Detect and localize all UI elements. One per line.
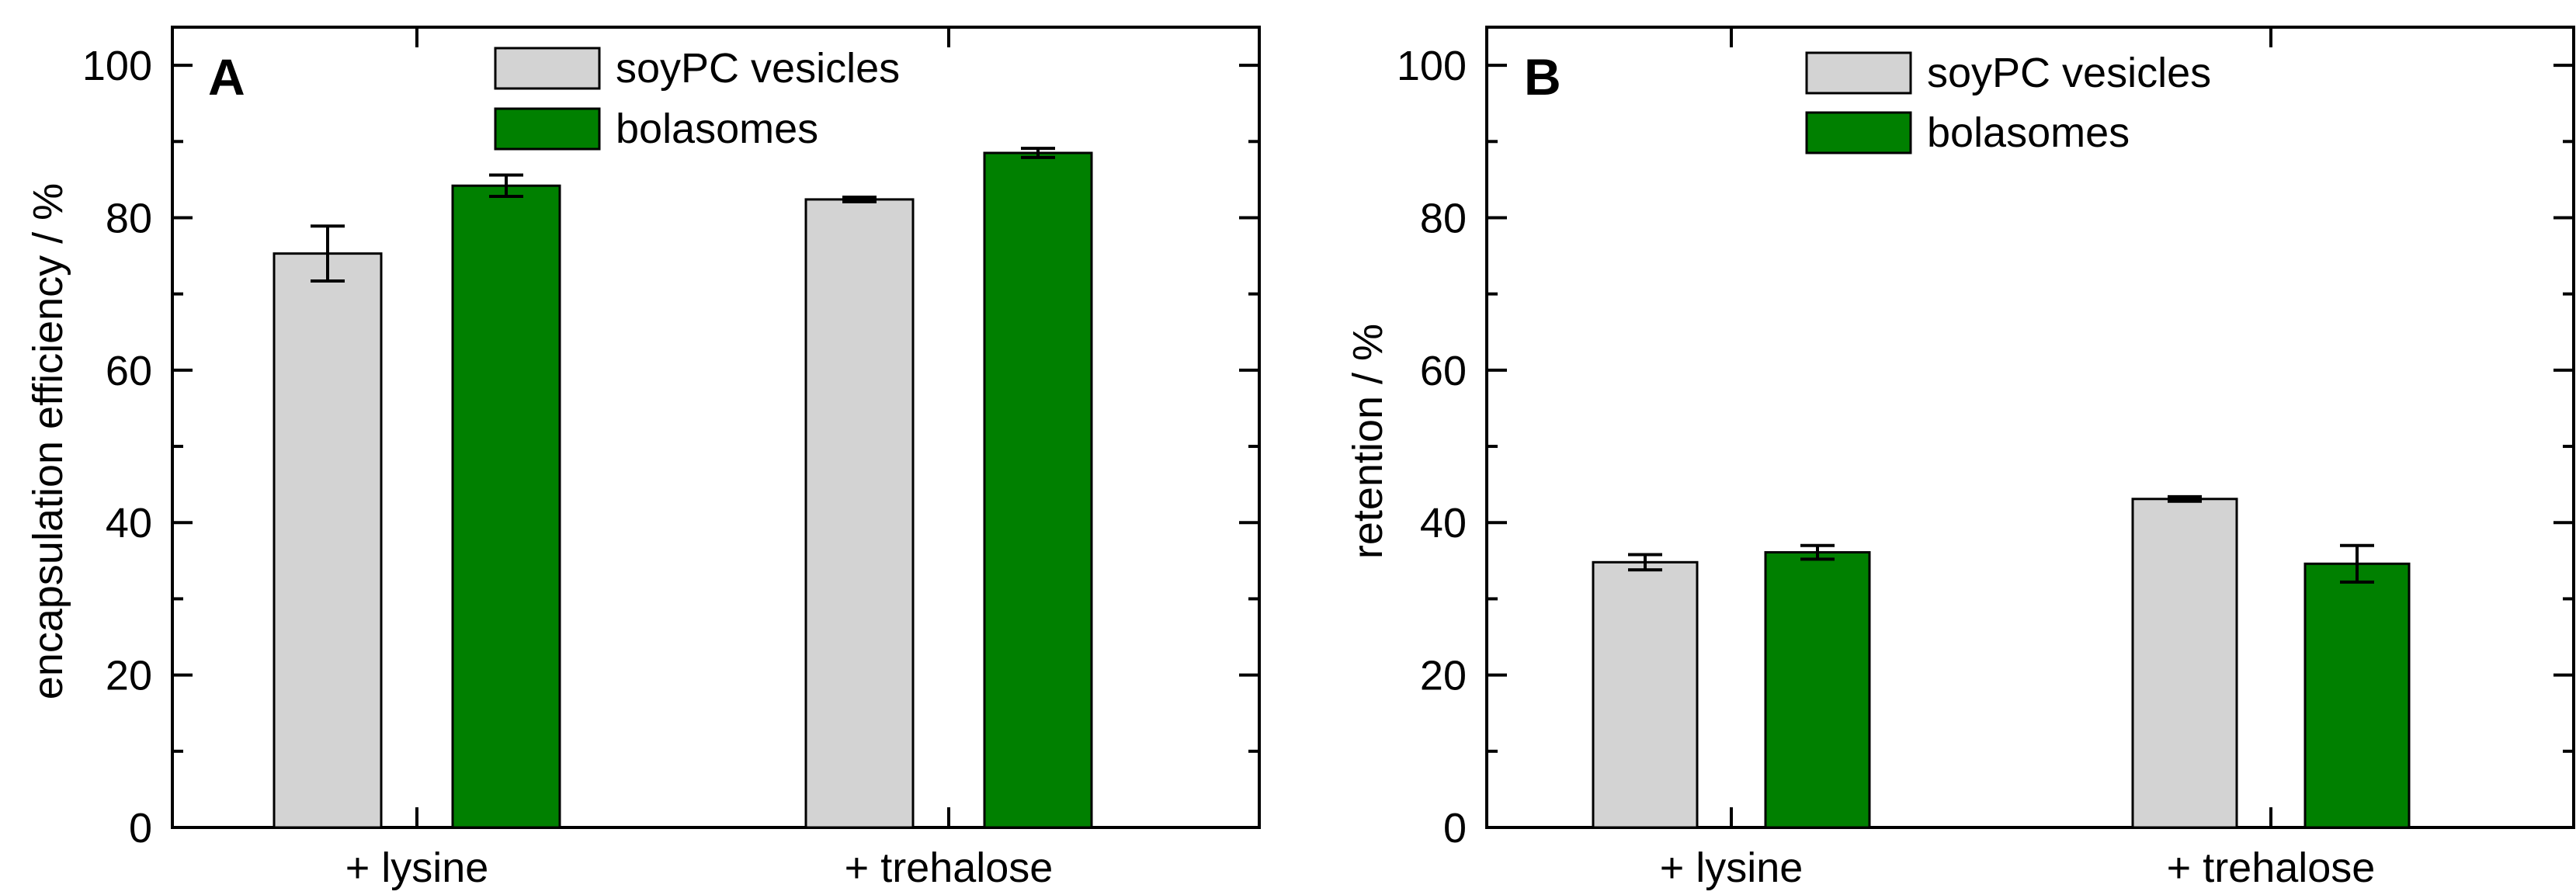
bar xyxy=(804,198,915,829)
bar xyxy=(273,252,383,829)
legend-label: soyPC vesicles xyxy=(616,45,900,92)
plot-frame xyxy=(1485,26,2575,829)
bar xyxy=(1592,560,1699,829)
y-tick-label: 80 xyxy=(106,195,152,241)
y-tick-label: 40 xyxy=(1420,500,1467,546)
bar xyxy=(2131,498,2238,829)
x-category-label: + trehalose xyxy=(2167,845,2376,891)
legend-label: bolasomes xyxy=(1927,109,2130,156)
bar xyxy=(983,151,1093,829)
y-tick-label: 20 xyxy=(1420,653,1467,699)
x-category-label: + lysine xyxy=(345,845,489,891)
panel-a: 0 20 40 60 80 100 + lysine + trehalose encapsula… xyxy=(25,26,1261,891)
legend-swatch xyxy=(494,107,601,151)
panel-letter: A xyxy=(208,48,245,106)
y-axis-title: encapsulation efficiency / % xyxy=(25,183,71,699)
panel-letter: B xyxy=(1524,48,1561,106)
legend-swatch xyxy=(1805,51,1912,95)
x-category-label: + lysine xyxy=(1660,845,1804,891)
panel-b: 0 20 40 60 80 100 + lysine + trehalose retention… xyxy=(1345,26,2575,891)
y-tick-label: 0 xyxy=(1443,805,1467,852)
legend-label: bolasomes xyxy=(616,106,818,152)
y-tick-label: 40 xyxy=(106,500,152,546)
legend-swatch xyxy=(494,47,601,90)
plot-frame xyxy=(171,26,1261,829)
x-category-label: + trehalose xyxy=(845,845,1054,891)
y-tick-label: 100 xyxy=(1397,43,1467,89)
y-tick-label: 60 xyxy=(1420,348,1467,394)
legend-swatch xyxy=(1805,111,1912,154)
y-axis-title: retention / % xyxy=(1345,324,1391,559)
y-tick-label: 100 xyxy=(82,43,152,89)
y-tick-label: 20 xyxy=(106,653,152,699)
y-tick-label: 80 xyxy=(1420,195,1467,241)
bar xyxy=(2303,562,2411,829)
bar xyxy=(1764,551,1871,829)
y-tick-label: 60 xyxy=(106,348,152,394)
bar xyxy=(451,184,561,829)
y-tick-label: 0 xyxy=(129,805,152,852)
legend-label: soyPC vesicles xyxy=(1927,50,2211,96)
